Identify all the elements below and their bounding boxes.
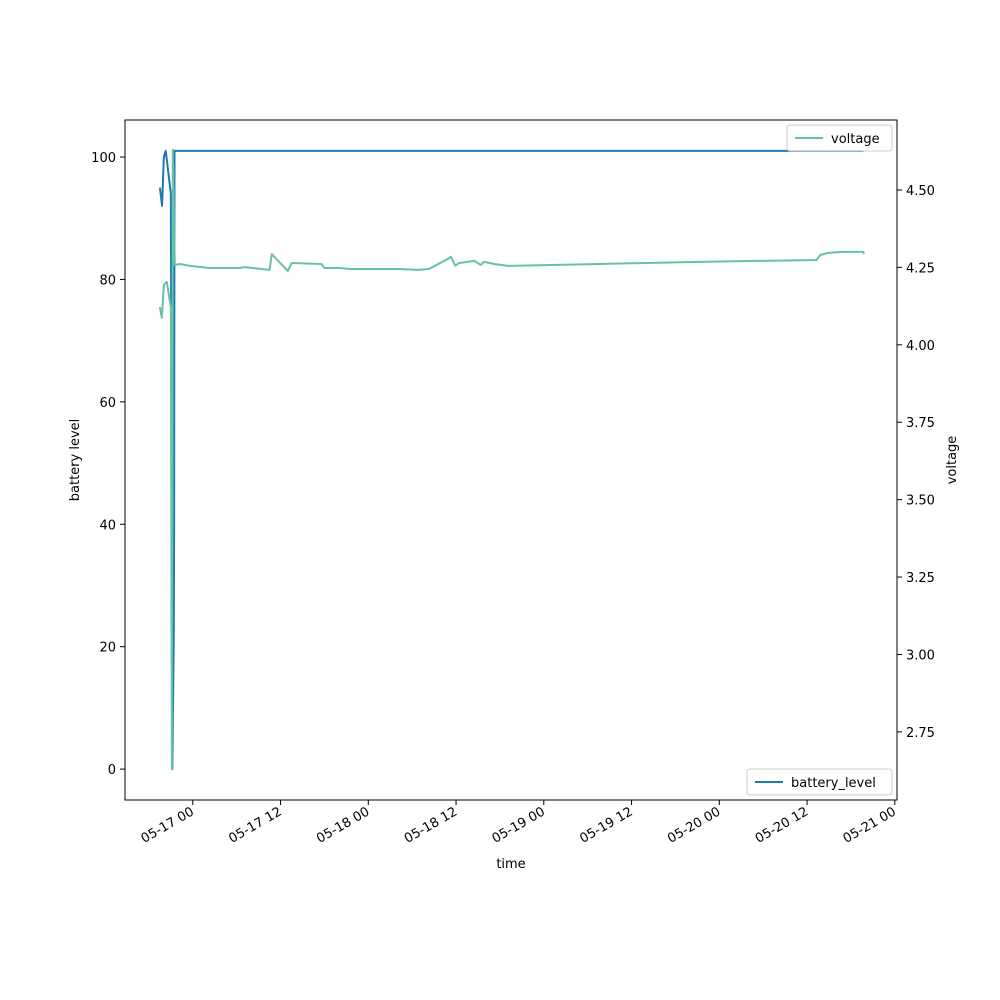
x-tick-label: 05-17 00 bbox=[139, 804, 197, 846]
x-tick-label: 05-21 00 bbox=[841, 804, 899, 846]
legend: voltage bbox=[786, 124, 893, 152]
series-line bbox=[158, 149, 864, 771]
y-tick-label: 80 bbox=[99, 273, 116, 288]
x-tick-label: 05-19 12 bbox=[577, 804, 635, 846]
y2-tick-label: 3.75 bbox=[906, 416, 935, 431]
plot-frame bbox=[124, 119, 898, 801]
y-tick-label: 20 bbox=[99, 641, 116, 656]
x-tick-label: 05-20 12 bbox=[753, 804, 811, 846]
y2-tick-label: 4.50 bbox=[906, 184, 935, 199]
y2-tick-label: 3.00 bbox=[906, 648, 935, 663]
y2-tick-label: 4.00 bbox=[906, 339, 935, 354]
y2-tick-label: 4.25 bbox=[906, 261, 935, 276]
y2-axis-label: voltage bbox=[945, 436, 960, 485]
y2-tick-label: 2.75 bbox=[906, 726, 935, 741]
x-tick-label: 05-18 00 bbox=[314, 804, 372, 846]
x-axis-label: time bbox=[496, 857, 525, 872]
legend-box bbox=[786, 124, 893, 152]
y2-tick-label: 3.25 bbox=[906, 571, 935, 586]
x-tick-label: 05-20 00 bbox=[665, 804, 723, 846]
series-line bbox=[158, 148, 865, 771]
y-tick-label: 100 bbox=[91, 151, 116, 166]
legend-label: voltage bbox=[831, 132, 880, 147]
y2-tick-label: 3.50 bbox=[906, 494, 935, 509]
x-tick-label: 05-19 00 bbox=[490, 804, 548, 846]
legend-box bbox=[746, 768, 893, 796]
y-tick-label: 60 bbox=[99, 396, 116, 411]
legend: battery_level bbox=[746, 768, 893, 796]
y-tick-label: 0 bbox=[108, 763, 116, 778]
y-axis-label: battery level bbox=[68, 419, 83, 502]
x-tick-label: 05-17 12 bbox=[226, 804, 284, 846]
legend-label: battery_level bbox=[791, 776, 876, 791]
y-tick-label: 40 bbox=[99, 518, 116, 533]
x-tick-label: 05-18 12 bbox=[402, 804, 460, 846]
